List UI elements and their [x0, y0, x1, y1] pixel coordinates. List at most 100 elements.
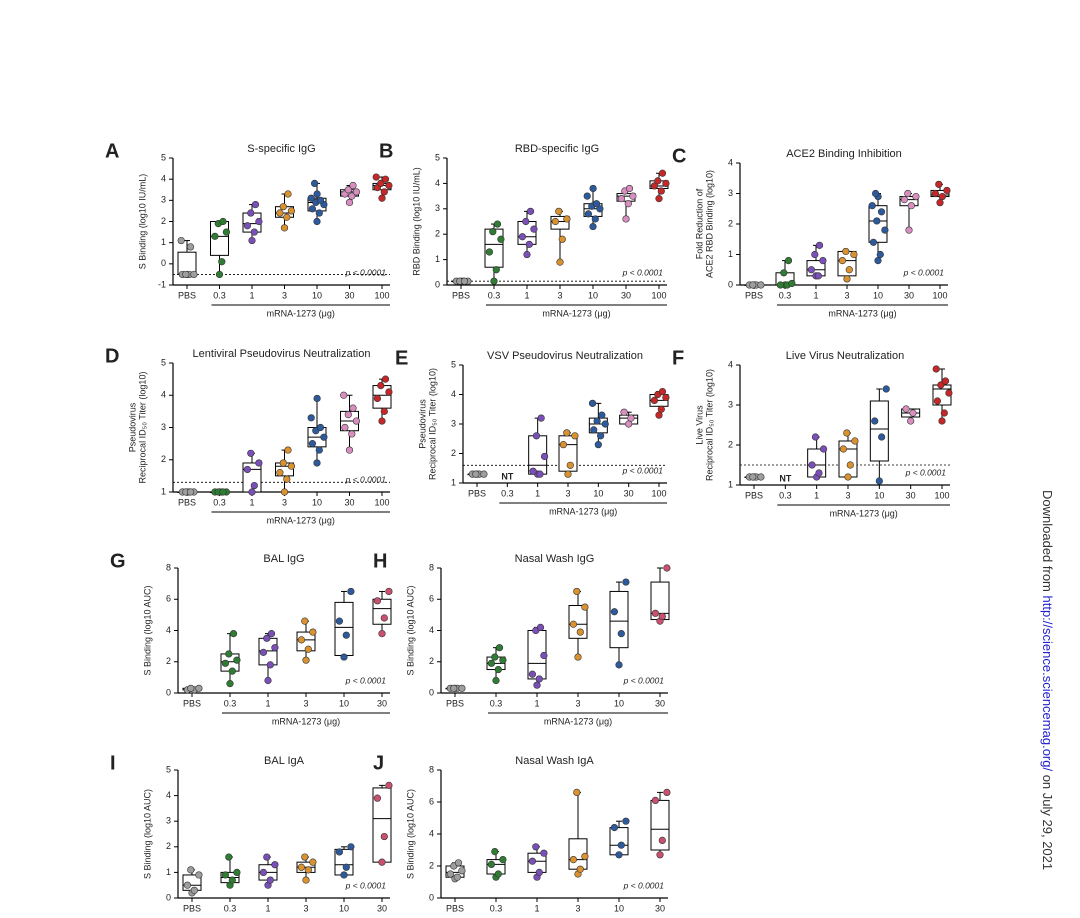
x-tick-label: 30 — [621, 290, 631, 300]
data-point — [215, 270, 224, 279]
data-point — [610, 823, 619, 832]
panel: I BAL IgA S Binding (log10 AUC) 0 1 2 3 4 5 p < 0… — [110, 752, 393, 913]
x-tick-label: 1 — [249, 290, 254, 300]
panel-letter: B — [379, 140, 393, 162]
x-tick-label: 10 — [312, 497, 322, 507]
y-tick-label: 4 — [166, 625, 171, 635]
box — [609, 590, 629, 649]
y-axis-label: Fold Reduction of — [694, 188, 704, 259]
y-axis-label: Live Virus — [694, 405, 704, 445]
data-point — [494, 665, 502, 674]
data-point — [287, 462, 296, 470]
data-point — [340, 391, 348, 399]
panel-letter: F — [672, 347, 684, 369]
data-point — [487, 659, 496, 667]
data-point — [280, 224, 289, 232]
y-tick-label: 8 — [429, 764, 434, 774]
y-tick-label: 8 — [429, 562, 434, 572]
y-tick-label: 2 — [429, 860, 434, 870]
data-point — [522, 217, 530, 226]
data-point — [316, 423, 325, 432]
y-axis-label: Pseudovirus — [417, 399, 427, 449]
data-point — [938, 417, 946, 425]
data-point — [458, 684, 466, 692]
data-point — [472, 470, 480, 478]
data-point — [381, 375, 390, 383]
data-point — [341, 423, 349, 432]
data-point — [378, 194, 386, 202]
x-tick-label: PBS — [178, 290, 196, 300]
x-tick-label: 10 — [873, 290, 883, 300]
data-point — [656, 851, 664, 859]
data-point — [655, 195, 663, 203]
data-point — [569, 620, 578, 628]
data-point — [221, 659, 229, 667]
data-point — [871, 189, 880, 198]
data-point — [190, 886, 198, 894]
data-point — [251, 200, 260, 209]
data-point — [225, 853, 233, 861]
data-point — [307, 194, 315, 202]
data-point — [226, 680, 234, 688]
data-point — [381, 175, 390, 183]
y-tick-label: 1 — [161, 486, 166, 496]
data-point — [551, 217, 560, 226]
data-point — [248, 236, 256, 245]
data-point — [187, 866, 195, 874]
y-tick-label: 5 — [166, 764, 171, 774]
data-point — [598, 411, 606, 419]
data-point — [591, 215, 599, 223]
x-tick-label: 1 — [524, 290, 529, 300]
y-tick-label: 3 — [435, 203, 440, 213]
y-tick-label: 1 — [728, 249, 733, 259]
data-point — [228, 876, 236, 884]
y-tick-label: 3 — [728, 188, 733, 198]
x-tick-label: 10 — [312, 290, 322, 300]
data-point — [882, 385, 890, 393]
panel: B RBD-specific IgG RBD Binding (log10 IU/m… — [379, 140, 670, 318]
data-point — [458, 867, 466, 875]
data-point — [536, 623, 545, 631]
x-axis-label: mRNA-1273 (μg) — [542, 308, 610, 318]
data-point — [348, 430, 356, 438]
data-point — [335, 617, 344, 625]
data-point — [182, 270, 190, 279]
x-tick-label: 1 — [265, 698, 270, 708]
panel-title: ACE2 Binding Inhibition — [786, 148, 902, 160]
data-point — [347, 587, 355, 596]
x-tick-label: 1 — [249, 497, 254, 507]
panel-title: S-specific IgG — [247, 143, 315, 155]
y-tick-label: 6 — [166, 594, 171, 604]
data-point — [657, 187, 665, 195]
data-point — [485, 248, 494, 256]
data-point — [651, 796, 660, 805]
download-link[interactable]: http://science.sciencemag.org/ — [1040, 596, 1055, 772]
box — [609, 827, 629, 856]
x-tick-label: 3 — [575, 903, 580, 913]
data-point — [540, 849, 548, 857]
panel-letter: J — [373, 752, 384, 774]
y-tick-label: 6 — [429, 594, 434, 604]
x-tick-label: 0.3 — [224, 903, 237, 913]
data-point — [657, 405, 665, 413]
data-point — [815, 469, 823, 477]
data-point — [571, 432, 579, 440]
data-point — [342, 863, 350, 871]
data-point — [301, 853, 309, 861]
data-point — [490, 277, 498, 285]
data-point — [555, 207, 563, 215]
data-point — [380, 614, 388, 622]
x-tick-label: 100 — [934, 490, 949, 500]
y-tick-label: 4 — [161, 390, 166, 400]
y-tick-label: 1 — [728, 479, 733, 489]
data-point — [654, 177, 662, 185]
data-point — [776, 281, 785, 289]
data-point — [629, 192, 637, 200]
y-tick-label: 0 — [161, 258, 166, 268]
data-point — [525, 240, 533, 248]
data-point — [263, 853, 271, 861]
data-point — [874, 257, 882, 265]
data-point — [596, 205, 604, 213]
data-point — [266, 876, 274, 884]
data-point — [284, 190, 292, 198]
